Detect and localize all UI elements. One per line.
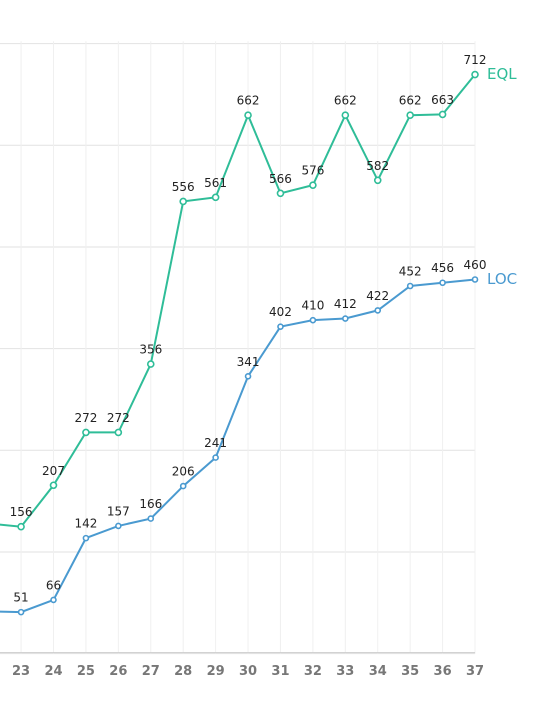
- point: [147, 515, 155, 522]
- point: [244, 372, 252, 380]
- data-label: 356: [139, 343, 162, 357]
- x-tick-label: 33: [336, 664, 354, 679]
- point: [309, 316, 317, 324]
- point: [373, 176, 382, 185]
- x-tick-label: 26: [109, 664, 127, 679]
- point: [471, 276, 479, 283]
- data-label: 402: [269, 305, 292, 319]
- data-label: 206: [172, 465, 195, 479]
- data-label: 662: [237, 94, 260, 108]
- data-label: 51: [13, 591, 28, 605]
- data-label: 412: [334, 297, 357, 311]
- x-tick-label: 32: [304, 664, 322, 679]
- data-label: 341: [237, 355, 260, 369]
- data-label: 156: [10, 505, 33, 519]
- data-label: 582: [366, 159, 389, 173]
- data-label: 662: [399, 94, 422, 108]
- data-label: 663: [431, 93, 454, 107]
- data-label: 272: [107, 411, 130, 425]
- data-label: 712: [464, 53, 487, 67]
- point: [439, 279, 446, 287]
- point: [406, 111, 414, 120]
- data-label: 157: [107, 504, 130, 518]
- data-label: 576: [301, 164, 324, 178]
- data-label: 460: [464, 258, 487, 272]
- x-tick-label: 31: [271, 664, 289, 679]
- x-tick-label: 36: [434, 664, 452, 679]
- data-label: 66: [46, 578, 61, 592]
- series-label: EQL: [487, 65, 517, 83]
- point: [374, 307, 382, 314]
- x-tick-label: 28: [174, 664, 192, 679]
- point: [146, 360, 155, 368]
- data-label: 207: [42, 464, 65, 478]
- x-tick-label: 23: [12, 664, 30, 679]
- data-label: 142: [74, 517, 97, 531]
- point: [82, 428, 90, 437]
- point: [276, 189, 285, 198]
- point: [17, 522, 25, 531]
- x-tick-label: 29: [207, 664, 225, 679]
- data-label: 566: [269, 172, 292, 186]
- x-tick-label: 34: [369, 664, 387, 679]
- data-label: 452: [399, 264, 422, 278]
- data-label: 422: [366, 289, 389, 303]
- point: [277, 323, 284, 330]
- point: [82, 534, 90, 542]
- point: [17, 608, 25, 616]
- data-label: 556: [172, 180, 195, 194]
- data-label: 662: [334, 94, 357, 108]
- point: [179, 482, 187, 490]
- data-label: 272: [74, 411, 97, 425]
- point: [341, 111, 350, 120]
- x-tick-label: 35: [401, 664, 419, 679]
- data-label: 561: [204, 176, 227, 190]
- line: [0, 278, 476, 614]
- point: [114, 428, 123, 437]
- data-label: 166: [139, 497, 162, 511]
- point: [115, 522, 122, 530]
- point: [244, 111, 252, 120]
- x-tick-label: 24: [44, 664, 62, 679]
- series-label: LOC: [487, 270, 517, 288]
- point: [342, 315, 349, 322]
- point: [309, 181, 317, 189]
- data-label: 456: [431, 261, 454, 275]
- point: [50, 596, 57, 604]
- data-label: 241: [204, 436, 227, 450]
- point: [471, 70, 479, 79]
- x-tick-label: 37: [466, 664, 484, 679]
- x-tick-label: 27: [142, 664, 160, 679]
- point: [211, 193, 220, 202]
- point: [179, 197, 187, 206]
- point: [438, 110, 447, 119]
- point: [406, 282, 414, 290]
- data-label: 410: [301, 299, 324, 313]
- line: [0, 73, 476, 528]
- point: [212, 454, 219, 461]
- point: [49, 481, 58, 490]
- x-tick-label: 30: [239, 664, 257, 679]
- x-tick-label: 25: [77, 664, 95, 679]
